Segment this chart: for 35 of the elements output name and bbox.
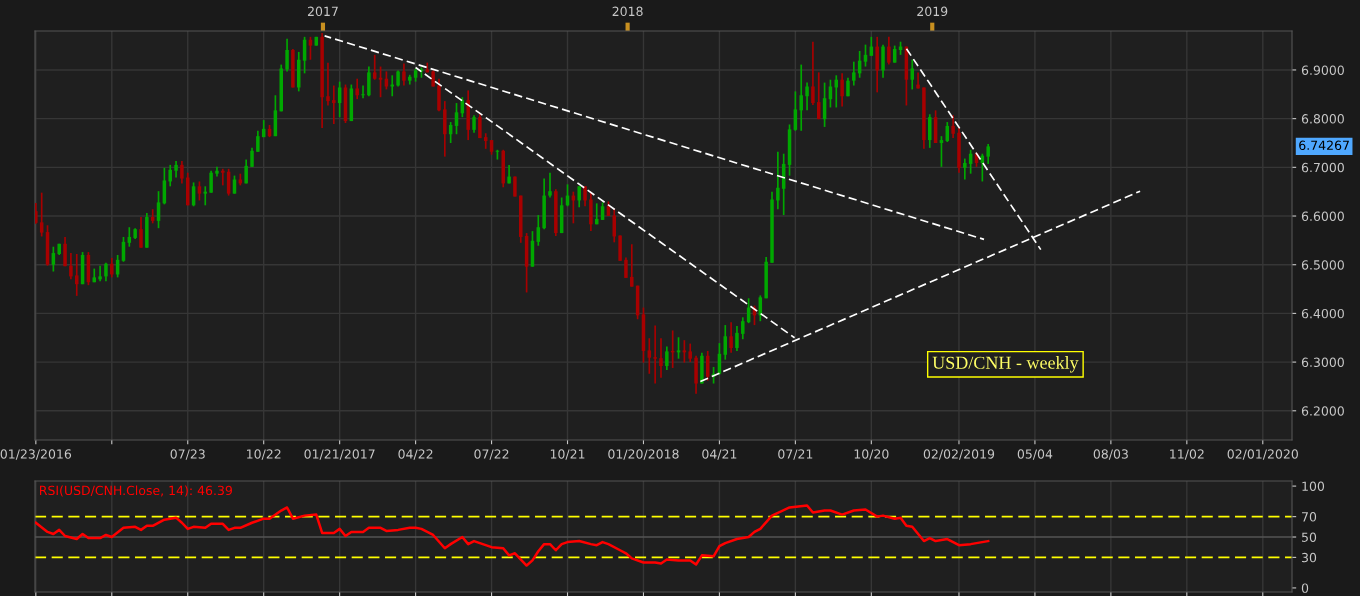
- y-tick-label: 6.9000: [1301, 65, 1344, 75]
- x-tick-label: 05/04: [1017, 449, 1053, 460]
- x-tick-label: 02/02/2019: [923, 449, 995, 460]
- y-tick-label: 6.6000: [1301, 211, 1344, 221]
- y-tick-label: 70: [1302, 512, 1317, 522]
- y-tick-label: 6.5000: [1301, 260, 1344, 270]
- x-tick-label: 07/21: [778, 449, 813, 460]
- y-tick-label: 0: [1301, 583, 1309, 593]
- x-tick-label: 10/22: [247, 449, 281, 460]
- chart-title: RSI(USD/CNH.Close, 14): 46.39: [40, 485, 232, 497]
- x-tick-label: 04/21: [702, 449, 737, 460]
- y-tick-label: 30: [1301, 552, 1317, 563]
- x-tick-label: 07/22: [474, 449, 509, 460]
- y-tick-label: 6.8000: [1301, 114, 1344, 124]
- text: USD/CNH - weekly: [932, 356, 1079, 373]
- x2-tick-label: 2019: [917, 6, 948, 17]
- x2-tick-label: 2017: [307, 6, 338, 17]
- x-tick-label: 02/01/2020: [1227, 449, 1298, 460]
- y-tick-label: 6.7000: [1301, 162, 1344, 173]
- x-tick-label: 10/20: [854, 449, 889, 460]
- x-tick-label: 07/23: [170, 449, 205, 460]
- x-tick-label: 01/23/2016: [0, 449, 72, 460]
- x-tick-label: 11/02: [1170, 449, 1204, 460]
- text: 6.74267: [1299, 140, 1349, 151]
- x-tick-label: 01/20/2018: [608, 449, 679, 460]
- x-tick-label: 10/21: [550, 449, 585, 460]
- y-tick-label: 6.4000: [1301, 308, 1344, 319]
- y-tick-label: 100: [1302, 481, 1325, 492]
- y-tick-label: 6.3000: [1301, 357, 1344, 368]
- y-tick-label: 6.2000: [1301, 406, 1344, 416]
- y-tick-label: 50: [1301, 532, 1317, 542]
- x-tick-label: 01/21/2017: [304, 449, 375, 460]
- x2-tick-label: 2018: [612, 6, 643, 17]
- x-tick-label: 04/22: [398, 449, 433, 460]
- x-tick-label: 08/03: [1093, 449, 1128, 460]
